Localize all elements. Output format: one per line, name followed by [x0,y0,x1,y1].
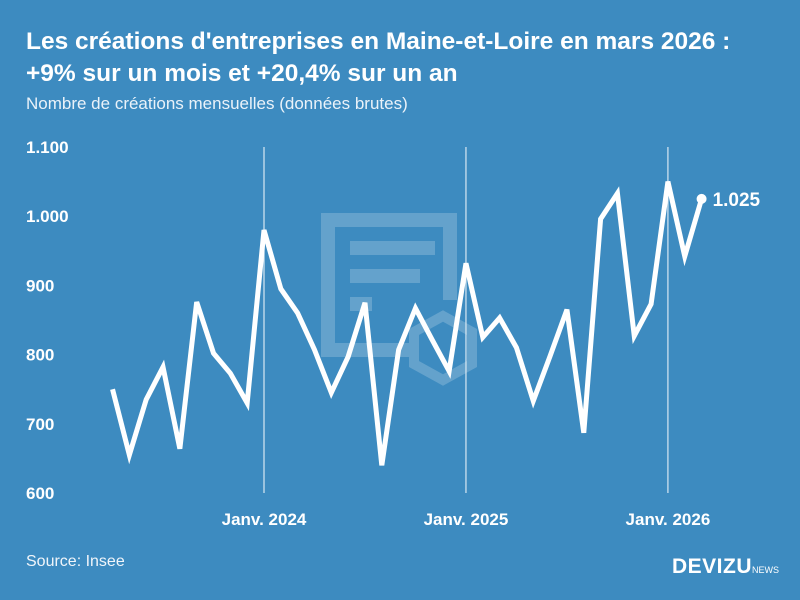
title-line-2: +9% sur un mois et +20,4% sur un an [26,60,458,87]
x-tick-label: Janv. 2025 [424,510,509,529]
y-tick-label: 700 [26,415,54,434]
source-note: Source: Insee [26,553,125,570]
chart-subtitle: Nombre de créations mensuelles (données … [26,94,408,113]
last-point-marker [696,193,707,204]
y-tick-label: 600 [26,484,54,503]
title-line-1: Les créations d'entreprises en Maine-et-… [26,28,731,55]
x-tick-label: Janv. 2024 [222,510,307,529]
chart-title: Les créations d'entreprises en Maine-et-… [26,26,796,90]
y-tick-label: 1.000 [26,207,69,226]
devizu-logo: DEVIZUNEWS [672,555,779,579]
y-tick-label: 800 [26,346,54,365]
y-tick-label: 1.100 [26,138,69,157]
logo-suffix: NEWS [752,565,780,575]
logo-text: DEVIZU [672,555,753,578]
x-tick-label: Janv. 2026 [626,510,711,529]
last-value-label: 1.025 [713,190,761,211]
y-tick-label: 900 [26,276,54,295]
watermark-icon [321,213,477,386]
series-line [110,181,704,466]
